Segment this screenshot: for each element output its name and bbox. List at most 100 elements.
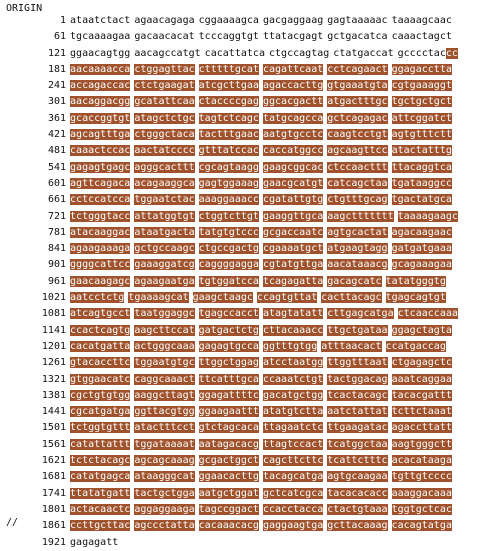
- position-number: 361: [47, 112, 66, 124]
- sequence-block-chunk: caaactagct: [391, 31, 452, 43]
- sequence-block-chunk: ttggtttaat: [327, 357, 388, 369]
- sequence-block-chunk: caagtcctgt: [327, 129, 388, 141]
- position-number: 1921: [41, 536, 66, 548]
- sequence-row: 1141 ccactcagtg aagcttccat gatgactctg ct…: [0, 323, 458, 339]
- sequence-row: 1801 actacaactc aggaggaaga tagccggact cc…: [0, 502, 458, 518]
- sequence-row: 661 cctccatcca tggaatctac aaaggaaacc cga…: [0, 192, 458, 208]
- sequence-block-chunk: taaaagaagc: [397, 210, 458, 222]
- sequence-block-chunk: ataatgacta: [134, 226, 195, 238]
- sequence-block-chunk: accagaccac: [70, 80, 131, 92]
- sequence-block-chunk: ccatgaccag: [385, 340, 446, 352]
- sequence-block-chunk: agccctatta: [134, 520, 195, 532]
- sequence-row: 181 aacaaaacca ctggagttac ctttttgcat cag…: [0, 62, 458, 78]
- sequence-block-chunk: aatctattat: [327, 406, 388, 418]
- sequence-block-chunk: gctcagagac: [327, 112, 388, 124]
- position-number: 1861: [41, 520, 66, 532]
- sequence-block-chunk: aagcttttttt: [327, 210, 394, 222]
- sequence-block-chunk: tagccggact: [198, 503, 259, 515]
- sequence-block-chunk: aacaggacgg: [70, 96, 131, 108]
- sequence-block-chunk: atttaacact: [321, 340, 382, 352]
- sequence-block-chunk: tcccaggtgt: [198, 31, 259, 43]
- sequence-block-chunk: tctctacagc: [70, 455, 131, 467]
- sequence-block-chunk: ccttgcttac: [70, 520, 131, 532]
- sequence-block-chunk: gtgaaatgta: [327, 80, 388, 92]
- sequence-block-chunk: atcagtgcct: [70, 308, 131, 320]
- sequence-block-chunk: cacattatca: [204, 47, 265, 59]
- sequence-block-chunk: ctggagttac: [134, 63, 195, 75]
- sequence-block-chunk: tggaatgtgc: [134, 357, 195, 369]
- sequence-block-chunk: gacgaggaag: [262, 15, 324, 26]
- sequence-row: 61 tgcaaaagaa gacaacacat tcccaggtgt ttat…: [0, 29, 458, 45]
- sequence-block-chunk: ataatctact: [70, 15, 131, 26]
- sequence-block-chunk: agtgcactat: [327, 226, 388, 238]
- sequence-block-chunk: cctcagaact: [327, 63, 388, 75]
- sequence-block-chunk: gctcatcgca: [262, 487, 324, 499]
- sequence-block-chunk: cgatattgtg: [262, 194, 324, 206]
- sequence-block-chunk: ctctgaagat: [134, 80, 195, 92]
- position-number: 1561: [41, 438, 66, 450]
- sequence-block-chunk: gagagtgagc: [70, 161, 131, 173]
- sequence-block-chunk: gtacaccttc: [70, 357, 131, 369]
- sequence-row: 1201 cacatgatta actgggcaaa gagagtgcca gg…: [0, 339, 458, 355]
- sequence-block-chunk: gacagcatc: [327, 275, 382, 287]
- sequence-block-chunk: gacatgctgg: [262, 389, 324, 401]
- sequence-block-chunk: gcttacaaag: [327, 520, 388, 532]
- position-number: 901: [47, 259, 66, 271]
- sequence-block-chunk: aacataaacg: [327, 259, 388, 271]
- sequence-block-chunk: caccatggcc: [262, 145, 324, 157]
- sequence-row: 1 ataatctact agaacagaga cggaaaagca gacga…: [0, 13, 458, 29]
- sequence-row: 541 gagagtgagc agggcacttt cgcagtaagg gaa…: [0, 160, 458, 176]
- sequence-block-chunk: aatagacacg: [198, 438, 259, 450]
- position-number: 781: [47, 226, 66, 238]
- sequence-block-chunk: atactttcct: [134, 422, 195, 434]
- sequence-block-chunk: ataagggcat: [134, 471, 195, 483]
- sequence-row: 1441 cgcatgatga ggttacgtgg ggaagaattt at…: [0, 404, 458, 420]
- sequence-block-chunk: ggtttgtgg: [262, 340, 318, 352]
- sequence-block-chunk: aagtgggctt: [391, 438, 452, 450]
- sequence-block-chunk: cgcatgatga: [70, 406, 131, 418]
- sequence-block-chunk: ctactgtaaa: [327, 503, 388, 515]
- sequence-block-chunk: tacacgattt: [391, 389, 452, 401]
- sequence-block-chunk: aatgtgcctc: [262, 129, 324, 141]
- sequence-block-chunk: ggaagaattt: [198, 406, 259, 418]
- sequence-block-chunk: gctgccaagc: [134, 243, 195, 255]
- sequence-block-chunk: cttgagcatga: [327, 308, 394, 320]
- sequence-block-chunk: ctgccagtag: [268, 47, 330, 59]
- sequence-block-chunk: agttcagaca: [70, 177, 131, 189]
- sequence-block-chunk: cgcagtaagg: [198, 161, 259, 173]
- sequence-block-chunk: ctccaacttt: [327, 161, 388, 173]
- sequence-block-chunk: tctgggtacc: [70, 210, 131, 222]
- sequence-block-chunk: tctggtgttt: [70, 422, 131, 434]
- sequence-block-chunk: ttcatttgca: [198, 373, 259, 385]
- position-number: 961: [47, 275, 66, 287]
- position-number: 1801: [41, 503, 66, 515]
- sequence-block-chunk: tggaatctac: [134, 194, 195, 206]
- end-marker: //: [6, 517, 19, 528]
- sequence-block-chunk: tcattctttc: [327, 455, 388, 467]
- sequence-block-chunk: tcttctaaat: [391, 406, 452, 418]
- sequence-block-chunk: gaaggttgca: [262, 210, 324, 222]
- sequence-block-chunk: aatgctggat: [198, 487, 259, 499]
- position-number: 841: [47, 243, 66, 255]
- sequence-block-chunk: actacaactc: [70, 503, 131, 515]
- position-number: 1081: [41, 308, 66, 320]
- position-number: 421: [47, 129, 66, 141]
- sequence-block-chunk: gagagatt: [70, 536, 119, 548]
- position-number: 721: [47, 210, 66, 222]
- position-number: 241: [47, 80, 66, 92]
- sequence-block-chunk: gaggaagtga: [262, 520, 324, 532]
- position-number: 1441: [41, 406, 66, 418]
- sequence-block-chunk: tagtctcagc: [198, 112, 259, 124]
- sequence-block-chunk: attcggatct: [391, 112, 452, 124]
- sequence-block-chunk: ctatgaccat: [333, 47, 394, 59]
- sequence-block-chunk: cctccatcca: [70, 194, 131, 206]
- sequence-block-chunk: ggagacctta: [391, 63, 452, 75]
- sequence-block-chunk: ttatacgagt: [262, 31, 324, 43]
- position-number: 1621: [41, 455, 66, 467]
- sequence-block-chunk: tactgctgga: [134, 487, 195, 499]
- sequence-block-chunk: agtgtttctt: [391, 129, 452, 141]
- sequence-block-chunk: ggagctagta: [391, 324, 452, 336]
- sequence-block-chunk: tatgtgtccc: [198, 226, 259, 238]
- sequence-block-chunk: atacaaggac: [70, 226, 131, 238]
- position-number: 1501: [41, 422, 66, 434]
